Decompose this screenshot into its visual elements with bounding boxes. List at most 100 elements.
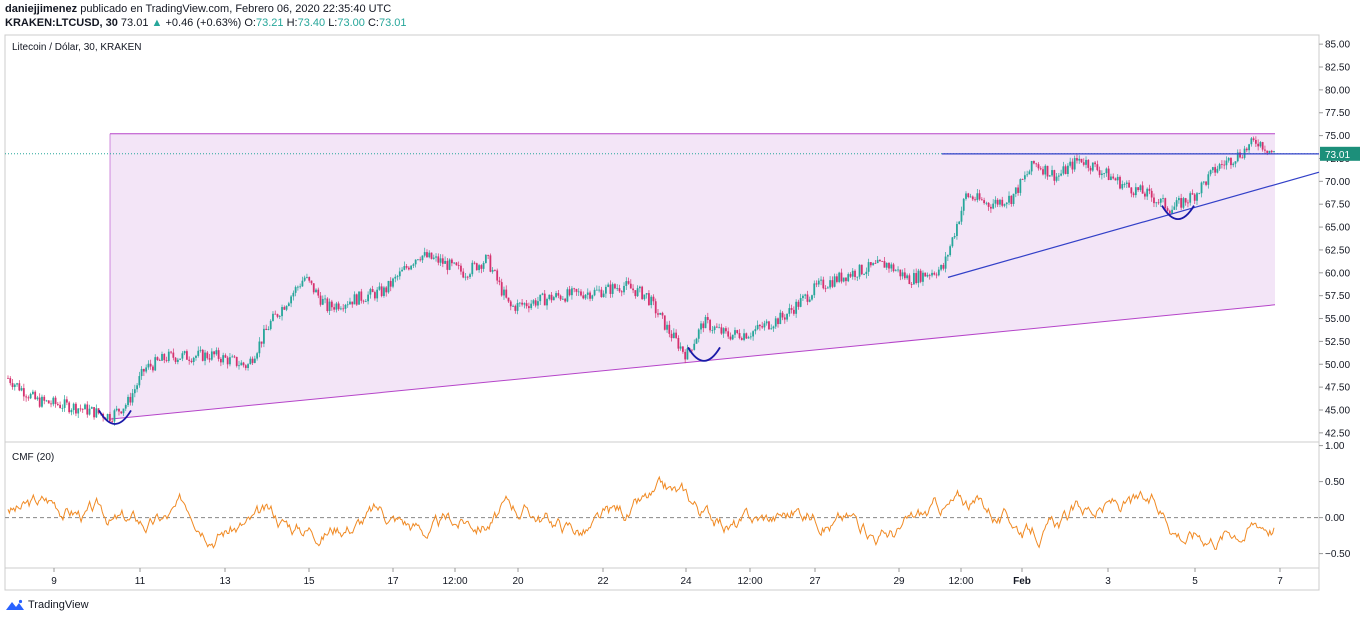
- candle-body: [940, 265, 942, 270]
- candle-body: [824, 288, 827, 290]
- candle-body: [763, 323, 766, 328]
- candle-body: [138, 376, 141, 386]
- candle-body: [1067, 165, 1069, 174]
- candle-body: [1159, 198, 1162, 203]
- candle-body: [1266, 150, 1269, 153]
- candle-body: [958, 221, 961, 225]
- candle-body: [616, 288, 619, 289]
- candle-body: [460, 265, 462, 272]
- candle-body: [296, 286, 299, 288]
- time-axis-label: 17: [387, 576, 399, 587]
- candle-body: [317, 289, 320, 296]
- candle-body: [240, 362, 243, 366]
- candle-body: [201, 349, 204, 361]
- candle-body: [713, 326, 716, 331]
- candle-body: [1073, 158, 1076, 170]
- price-axis-label: 55.00: [1325, 314, 1350, 325]
- candle-body: [351, 301, 354, 305]
- candle-body: [1091, 162, 1094, 171]
- candle-body: [1114, 178, 1117, 181]
- candle-body: [430, 252, 433, 259]
- candle-body: [942, 265, 945, 269]
- candle-body: [999, 199, 1001, 205]
- candle-body: [652, 296, 655, 302]
- candle-body: [1010, 195, 1013, 204]
- candle-body: [928, 274, 931, 276]
- price-axis-label: 67.50: [1325, 200, 1350, 211]
- candle-body: [1019, 179, 1022, 193]
- candle-body: [627, 281, 630, 284]
- candle-body: [29, 393, 32, 399]
- time-axis-label: 13: [219, 576, 231, 587]
- candle-body: [518, 302, 521, 304]
- candle-body: [1078, 158, 1081, 161]
- candle-body: [285, 305, 288, 310]
- candle-body: [1155, 202, 1158, 204]
- candle-body: [276, 314, 279, 317]
- candle-body: [1162, 198, 1164, 199]
- candle-body: [1026, 174, 1029, 176]
- high-label: H:: [286, 17, 298, 29]
- candle-body: [745, 333, 748, 339]
- candle-body: [38, 397, 41, 407]
- candle-body: [326, 298, 329, 311]
- candle-body: [774, 318, 777, 327]
- candle-body: [1146, 188, 1149, 197]
- candle-body: [935, 274, 938, 276]
- candle-body: [376, 289, 379, 299]
- candle-body: [591, 295, 594, 299]
- candle-body: [61, 407, 64, 409]
- candle-body: [623, 285, 625, 293]
- candle-body: [571, 288, 573, 296]
- candle-body: [1107, 168, 1110, 181]
- candle-body: [826, 287, 829, 289]
- candle-body: [949, 246, 952, 256]
- candle-body: [1017, 187, 1019, 193]
- candle-body: [287, 303, 290, 306]
- candle-body: [691, 349, 693, 351]
- time-axis-label: 7: [1277, 576, 1283, 587]
- candle-body: [892, 264, 895, 272]
- candle-body: [922, 272, 924, 282]
- candle-body: [953, 236, 956, 238]
- candle-body: [1080, 158, 1083, 163]
- candle-body: [90, 407, 93, 409]
- candle-body: [450, 259, 453, 264]
- candle-body: [414, 259, 417, 265]
- candle-body: [980, 199, 983, 201]
- candle-body: [7, 377, 9, 379]
- candle-body: [272, 313, 274, 321]
- candle-body: [238, 365, 240, 367]
- time-axis-label: 5: [1192, 576, 1198, 587]
- candle-body: [333, 307, 336, 310]
- candle-body: [722, 328, 725, 334]
- candle-body: [1119, 176, 1121, 189]
- candle-body: [557, 293, 560, 296]
- candle-body: [165, 360, 168, 361]
- candle-body: [448, 259, 451, 270]
- candle-body: [1039, 168, 1042, 170]
- candle-body: [577, 291, 580, 293]
- candle-body: [170, 351, 172, 353]
- candle-body: [1089, 167, 1092, 171]
- high-value: 73.40: [297, 17, 326, 29]
- candle-body: [1196, 193, 1198, 201]
- candle-body: [1211, 167, 1214, 171]
- candle-body: [18, 383, 21, 391]
- candle-body: [292, 292, 295, 297]
- footer-brand[interactable]: TradingView: [5, 599, 89, 611]
- candle-body: [1230, 158, 1232, 166]
- time-axis-label: 3: [1105, 576, 1111, 587]
- candle-body: [394, 276, 397, 279]
- candle-body: [405, 266, 408, 268]
- candle-body: [1046, 165, 1049, 177]
- candle-body: [328, 301, 331, 311]
- candle-body: [634, 290, 637, 297]
- candle-body: [208, 358, 211, 360]
- tradingview-logo-icon: [6, 599, 24, 610]
- candle-body: [1021, 179, 1024, 180]
- time-axis-label: Feb: [1013, 576, 1031, 587]
- candle-body: [41, 396, 43, 407]
- candle-body: [188, 359, 191, 361]
